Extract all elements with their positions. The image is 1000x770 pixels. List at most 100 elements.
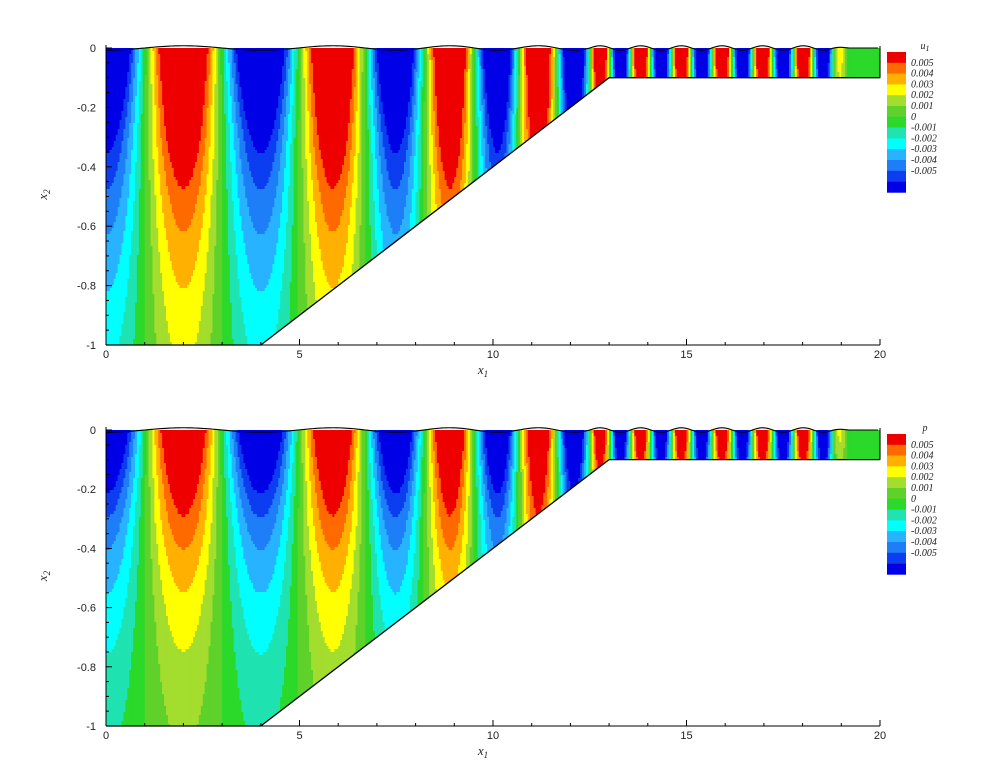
contour-cell bbox=[549, 430, 552, 449]
contour-cell bbox=[351, 123, 355, 184]
contour-cell bbox=[196, 523, 200, 566]
contour-cell bbox=[268, 541, 272, 584]
contour-cell bbox=[278, 478, 281, 506]
contour-cell bbox=[264, 288, 268, 342]
contour-cell bbox=[212, 51, 215, 160]
legend-label: 0.002 bbox=[911, 472, 934, 483]
contour-cell bbox=[113, 511, 117, 542]
contour-cell bbox=[193, 499, 196, 536]
contour-cell bbox=[506, 430, 510, 455]
contour-cell bbox=[500, 144, 504, 161]
contour-cell bbox=[251, 583, 254, 647]
contour-cell bbox=[349, 207, 353, 277]
contour-cell bbox=[222, 48, 225, 346]
contour-cell bbox=[256, 592, 260, 653]
contour-cell bbox=[355, 111, 359, 199]
contour-cell bbox=[641, 48, 645, 79]
contour-cell bbox=[438, 517, 442, 560]
contour-cell bbox=[661, 48, 664, 79]
contour-cell bbox=[237, 487, 241, 524]
contour-cell bbox=[256, 291, 260, 346]
contour-cell bbox=[202, 430, 206, 449]
contour-cell bbox=[198, 616, 202, 716]
legend-label: -0.005 bbox=[911, 548, 937, 559]
contour-cell bbox=[436, 48, 440, 127]
contour-cell bbox=[249, 535, 252, 581]
contour-cell bbox=[303, 430, 306, 557]
contour-cell bbox=[245, 48, 248, 121]
contour-cell bbox=[206, 448, 210, 500]
contour-cell bbox=[802, 430, 806, 461]
contour-cell bbox=[152, 51, 155, 160]
contour-cell bbox=[150, 48, 154, 85]
contour-cell bbox=[562, 475, 566, 495]
contour-cell bbox=[289, 144, 293, 283]
contour-cell bbox=[111, 490, 115, 515]
contour-cell bbox=[369, 430, 372, 464]
contour-cell bbox=[390, 186, 393, 229]
contour-cell bbox=[204, 469, 208, 521]
contour-cell bbox=[162, 694, 165, 727]
contour-cell bbox=[496, 153, 500, 164]
legend-label: 0 bbox=[911, 112, 916, 123]
contour-cell bbox=[282, 135, 285, 193]
contour-cell bbox=[287, 186, 291, 325]
contour-cell bbox=[551, 439, 554, 504]
contour-cell bbox=[229, 430, 233, 455]
contour-cell bbox=[833, 430, 837, 455]
contour-cell bbox=[111, 514, 115, 545]
contour-cell bbox=[394, 517, 397, 551]
contour-cell bbox=[125, 700, 128, 727]
contour-cell bbox=[831, 48, 835, 79]
seabed-mask bbox=[106, 77, 880, 347]
contour-cell bbox=[626, 54, 630, 79]
contour-cell bbox=[796, 48, 800, 70]
contour-cell bbox=[506, 508, 510, 538]
contour-cell bbox=[597, 430, 601, 469]
contour-cell bbox=[398, 231, 401, 240]
y-tick-label: 0 bbox=[90, 425, 96, 437]
contour-cell bbox=[421, 87, 424, 222]
contour-cell bbox=[411, 577, 415, 611]
contour-cell bbox=[342, 574, 345, 635]
legend-swatch bbox=[887, 552, 906, 564]
contour-cell bbox=[239, 117, 243, 160]
contour-cell bbox=[187, 514, 190, 548]
contour-cell bbox=[282, 273, 285, 329]
contour-cell bbox=[508, 75, 512, 109]
contour-cell bbox=[231, 430, 235, 440]
contour-cell bbox=[264, 547, 268, 593]
contour-cell bbox=[287, 48, 291, 70]
contour-cell bbox=[496, 48, 500, 154]
contour-cell bbox=[856, 430, 860, 461]
contour-cell bbox=[547, 48, 550, 109]
contour-cell bbox=[198, 511, 202, 557]
contour-cell bbox=[185, 231, 188, 289]
contour-cell bbox=[433, 451, 436, 503]
contour-cell bbox=[585, 84, 589, 96]
contour-cell bbox=[181, 231, 184, 289]
contour-cell bbox=[434, 204, 438, 212]
contour-cell bbox=[169, 430, 173, 494]
contour-cell bbox=[421, 48, 424, 88]
contour-cell bbox=[398, 592, 401, 621]
contour-cell bbox=[746, 442, 750, 458]
contour-cell bbox=[454, 177, 457, 197]
contour-cell bbox=[239, 499, 243, 536]
contour-cell bbox=[626, 445, 630, 461]
contour-cell bbox=[316, 508, 320, 554]
contour-cell bbox=[403, 48, 407, 130]
contour-cell bbox=[390, 150, 393, 187]
contour-cell bbox=[316, 430, 320, 470]
contour-cell bbox=[175, 508, 179, 545]
contour-cell bbox=[384, 499, 388, 530]
contour-cell bbox=[287, 517, 291, 620]
contour-cell bbox=[543, 48, 546, 129]
contour-cell bbox=[605, 60, 608, 81]
contour-cell bbox=[777, 448, 780, 461]
contour-cell bbox=[371, 90, 374, 154]
contour-cell bbox=[514, 114, 517, 151]
contour-cell bbox=[589, 430, 593, 475]
contour-cell bbox=[280, 48, 283, 85]
contour-cell bbox=[318, 192, 322, 250]
